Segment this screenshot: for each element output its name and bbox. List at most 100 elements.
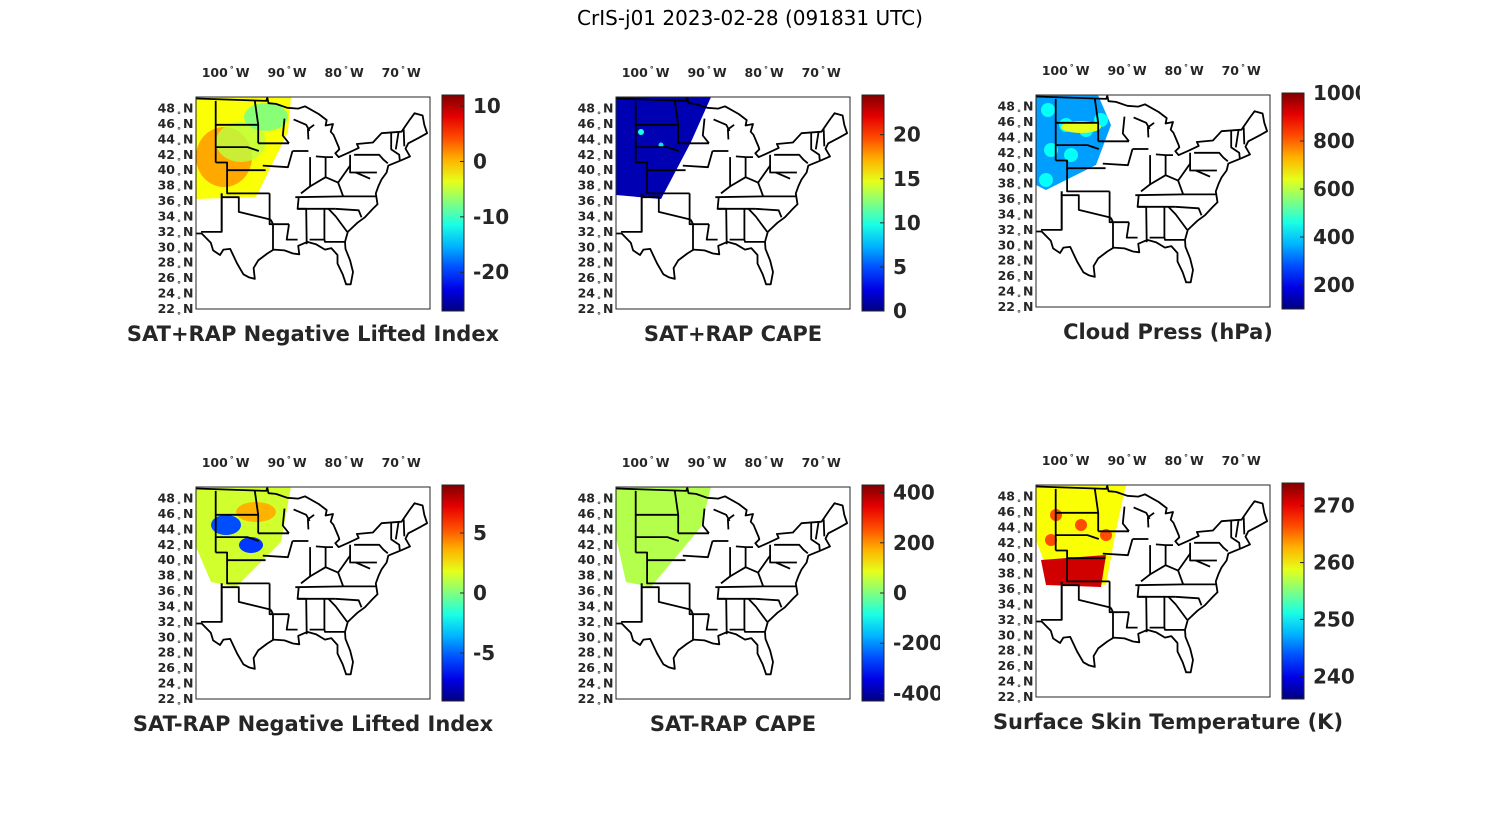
- state-border: [673, 100, 680, 144]
- lat-tick-label: 32: [578, 224, 595, 239]
- colorbar-tick-label: 5: [473, 521, 487, 545]
- state-border: [1167, 206, 1188, 231]
- lat-tick-label: 30: [998, 237, 1016, 252]
- lon-tick-hemisphere: W: [1190, 63, 1204, 78]
- state-border: [720, 165, 771, 195]
- lat-tick-degree: °: [1017, 170, 1021, 179]
- lat-tick-degree: °: [597, 141, 601, 150]
- lat-tick-label: 30: [158, 629, 176, 644]
- lat-tick-label: 32: [998, 612, 1015, 627]
- state-border: [729, 598, 746, 631]
- colorbar-tick-label: 0: [473, 581, 487, 605]
- lat-tick-hemisphere: N: [603, 491, 613, 506]
- panel-title: SAT+RAP Negative Lifted Index: [127, 322, 500, 346]
- lon-tick-hemisphere: W: [827, 65, 841, 80]
- lon-tick-hemisphere: W: [1190, 453, 1204, 468]
- state-border: [226, 170, 270, 195]
- lat-tick-hemisphere: N: [183, 629, 193, 644]
- lat-tick-label: 24: [578, 676, 596, 691]
- coastline: [195, 486, 429, 676]
- map-frame: [615, 96, 851, 310]
- lat-tick-label: 34: [158, 598, 176, 613]
- state-border: [673, 490, 680, 534]
- state-border: [720, 555, 771, 585]
- state-border: [774, 153, 809, 164]
- lat-tick-degree: °: [177, 516, 181, 525]
- colorbar-tick-label: 250: [1313, 607, 1355, 631]
- state-border: [262, 150, 294, 169]
- panel-title: SAT+RAP CAPE: [644, 322, 822, 346]
- state-border: [705, 224, 718, 241]
- state-border: [1108, 191, 1129, 224]
- colorbar-tick-label: -200: [893, 631, 940, 655]
- lon-tick-label: 80: [1165, 63, 1183, 78]
- lon-tick-hemisphere: W: [407, 455, 421, 470]
- state-border: [295, 585, 377, 589]
- lat-tick-hemisphere: N: [1023, 627, 1033, 642]
- lat-tick-hemisphere: N: [183, 147, 193, 162]
- lat-tick-degree: °: [1017, 247, 1021, 256]
- lat-tick-label: 46: [998, 114, 1016, 129]
- lon-tick-label: 80: [325, 65, 343, 80]
- lat-tick-label: 36: [158, 583, 176, 598]
- colorbar: [1281, 92, 1305, 310]
- lat-tick-label: 42: [578, 147, 595, 162]
- lat-tick-label: 40: [998, 160, 1016, 175]
- lat-tick-hemisphere: N: [183, 583, 193, 598]
- panel-svg: 100 ° W 90 ° W 80 ° W 70 ° W48 ° N46 ° N44 ° N42 ° N40 ° N38 °…: [133, 455, 495, 736]
- colorbar-tick-label: 200: [1313, 273, 1355, 297]
- lat-tick-degree: °: [597, 296, 601, 305]
- data-swath: [1036, 95, 1111, 190]
- lat-tick-label: 42: [158, 537, 175, 552]
- lat-tick-degree: °: [597, 516, 601, 525]
- lat-tick-degree: °: [1017, 201, 1021, 210]
- lat-tick-label: 26: [158, 660, 176, 675]
- colorbar-tick-label: 200: [893, 531, 935, 555]
- lat-tick-label: 34: [578, 598, 596, 613]
- lat-tick-hemisphere: N: [1023, 222, 1033, 237]
- lon-tick-degree: °: [230, 65, 234, 74]
- lat-tick-label: 44: [158, 131, 176, 146]
- state-border: [1155, 543, 1173, 546]
- lat-tick-hemisphere: N: [183, 614, 193, 629]
- lat-tick-label: 22: [158, 691, 175, 706]
- lat-tick-label: 22: [578, 301, 595, 316]
- state-border: [1195, 559, 1211, 568]
- lon-tick-degree: °: [1184, 63, 1188, 72]
- lat-tick-degree: °: [1017, 309, 1021, 318]
- lon-tick-label: 100: [202, 65, 228, 80]
- state-border: [774, 543, 809, 554]
- lat-tick-label: 40: [158, 552, 176, 567]
- lon-tick-label: 70: [1222, 63, 1240, 78]
- colorbar: [1281, 482, 1305, 700]
- lat-tick-hemisphere: N: [1023, 299, 1033, 314]
- lon-tick-degree: °: [707, 65, 711, 74]
- state-border: [335, 207, 363, 218]
- lat-tick-label: 44: [998, 519, 1016, 534]
- lat-tick-label: 26: [158, 270, 176, 285]
- lon-tick-degree: °: [1070, 63, 1074, 72]
- lat-tick-degree: °: [1017, 606, 1021, 615]
- lat-tick-degree: °: [1017, 514, 1021, 523]
- map-frame: [195, 486, 431, 700]
- state-border: [1242, 517, 1246, 535]
- colorbar-tick-label: -20: [473, 260, 509, 284]
- state-border: [1194, 151, 1229, 162]
- lat-tick-degree: °: [177, 547, 181, 556]
- lat-tick-hemisphere: N: [1023, 596, 1033, 611]
- lat-tick-label: 28: [158, 645, 175, 660]
- lat-tick-hemisphere: N: [1023, 689, 1033, 704]
- state-border: [1109, 607, 1114, 638]
- lon-tick-hemisphere: W: [1247, 453, 1261, 468]
- lon-tick-label: 80: [325, 455, 343, 470]
- lat-tick-label: 24: [158, 286, 176, 301]
- coastline: [1035, 484, 1269, 674]
- state-border: [713, 508, 731, 522]
- state-border: [1234, 129, 1240, 148]
- coastline: [615, 96, 849, 286]
- lon-tick-hemisphere: W: [770, 65, 784, 80]
- lon-tick-hemisphere: W: [1133, 453, 1147, 468]
- state-border: [1155, 153, 1173, 156]
- state-border: [1055, 159, 1106, 170]
- state-border: [394, 131, 400, 150]
